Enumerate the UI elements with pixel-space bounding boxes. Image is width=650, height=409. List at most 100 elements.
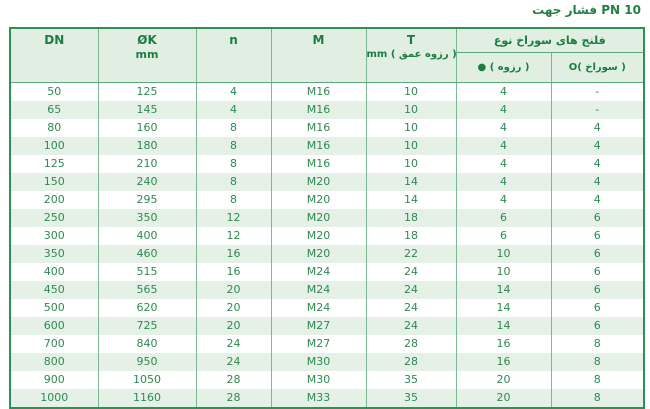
table-cell: 28 [365,353,457,371]
table-cell: 900 [9,371,99,389]
table-cell: 6 [550,263,645,281]
table-cell: 10 [365,119,457,137]
table-cell: 18 [365,209,457,227]
table-cell: 28 [365,335,457,353]
table-row: 350 460 16 M20 22 10 6 [9,245,645,263]
table-cell: 4 [455,173,552,191]
column-header-ok: ØK mm [97,28,197,83]
table-cell: M16 [270,137,367,155]
table-row: 400 515 16 M24 24 10 6 [9,263,645,281]
table-cell: 16 [455,335,552,353]
table-cell: M20 [270,245,367,263]
table-cell: 295 [97,191,197,209]
table-cell: 515 [97,263,197,281]
table-cell: - [550,82,645,101]
table-cell: 4 [455,155,552,173]
table-cell: 16 [195,245,272,263]
header-row-top: DN ØK mm n M T mm ( عمق رزوه ) نوع سوراخ [9,28,645,83]
table-cell: 10 [365,82,457,101]
table-cell: 8 [550,335,645,353]
table-cell: 8 [195,155,272,173]
column-group-hole-types-label: نوع سوراخ های فلنج [493,34,606,48]
table-cell: 4 [455,137,552,155]
column-header-plain-holes: O( سوراخ ) [550,52,645,83]
table-cell: 24 [365,263,457,281]
column-header-ok-unit: mm [135,48,159,61]
table-cell: 565 [97,281,197,299]
table-cell: M20 [270,209,367,227]
table-cell: 125 [9,155,99,173]
table-cell: M16 [270,155,367,173]
table-cell: 8 [195,173,272,191]
page-title: جهت فشار PN 10 [532,3,641,17]
table-cell: 24 [365,299,457,317]
table-row: 600 725 20 M27 24 14 6 [9,317,645,335]
table-cell: 14 [455,281,552,299]
table-cell: 6 [550,245,645,263]
table-cell: 24 [365,317,457,335]
table-cell: 8 [195,137,272,155]
table-cell: 150 [9,173,99,191]
table-cell: 80 [9,119,99,137]
table-cell: 6 [550,281,645,299]
table-cell: 6 [455,227,552,245]
table-cell: 300 [9,227,99,245]
table-cell: 16 [195,263,272,281]
table-row: 65 145 4 M16 10 4- [9,101,645,119]
table-cell: 450 [9,281,99,299]
table-row: 900 1050 28 M30 35 20 8 [9,371,645,389]
table-cell: 14 [455,317,552,335]
table-cell: 65 [9,101,99,119]
table-cell: 250 [9,209,99,227]
column-header-t-unit: mm ( عمق رزوه ) [366,49,455,60]
table-cell: 16 [455,353,552,371]
table-cell: 1000 [9,389,99,408]
column-group-hole-types: نوع سوراخ های فلنج [455,28,645,54]
table-cell: 4 [195,101,272,119]
table-cell: 350 [97,209,197,227]
table-cell: 400 [97,227,197,245]
table-header: DN ØK mm n M T mm ( عمق رزوه ) نوع سوراخ [9,28,645,83]
table-cell: M24 [270,263,367,281]
table-cell: 20 [455,389,552,408]
table-cell: 840 [97,335,197,353]
column-header-threaded-holes: ● ( رزوه ) [455,52,552,83]
table-row: 50 125 4 M16 10 4- [9,82,645,101]
table-cell: M33 [270,389,367,408]
table-cell: 20 [195,281,272,299]
table-cell: 800 [9,353,99,371]
table-cell: 8 [550,389,645,408]
table-cell: 400 [9,263,99,281]
table-cell: M20 [270,227,367,245]
table-cell: M24 [270,281,367,299]
column-header-ok-label: ØK [137,33,157,47]
flange-dimensions-table: DN ØK mm n M T mm ( عمق رزوه ) نوع سوراخ [9,27,646,409]
table-cell: 160 [97,119,197,137]
table-cell: 6 [550,317,645,335]
table-cell: 10 [365,155,457,173]
table-cell: M30 [270,371,367,389]
table-cell: 20 [195,317,272,335]
table-cell: 10 [455,263,552,281]
table-cell: M24 [270,299,367,317]
table-cell: 8 [195,119,272,137]
table-row: 700 840 24 M27 28 16 8 [9,335,645,353]
table-cell: 4 [195,82,272,101]
table-cell: 4 [455,119,552,137]
table-cell: 4 [550,119,645,137]
column-header-m-label: M [312,33,325,47]
table-cell: 12 [195,227,272,245]
table-cell: 180 [97,137,197,155]
table-cell: 8 [550,353,645,371]
table-cell: 10 [365,137,457,155]
table-cell: 6 [550,227,645,245]
table-cell: 18 [365,227,457,245]
column-header-threaded-holes-label: ● ( رزوه ) [477,62,530,74]
column-header-m: M [270,28,367,83]
table-cell: 4 [550,137,645,155]
table-cell: 350 [9,245,99,263]
table-cell: M20 [270,173,367,191]
table-cell: 14 [455,299,552,317]
table-cell: M20 [270,191,367,209]
table-cell: 10 [455,245,552,263]
